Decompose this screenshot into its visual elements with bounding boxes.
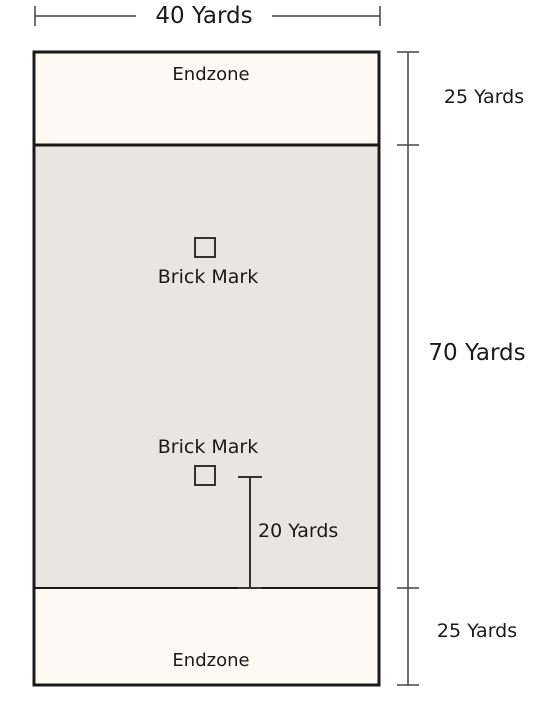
brick-mark-bottom-label: Brick Mark: [157, 436, 259, 458]
brick-mark-bottom-square: [194, 465, 216, 486]
endzone-top-length-label: 25 Yards: [443, 86, 525, 108]
brick-distance-label: 20 Yards: [258, 520, 339, 542]
endzone-bottom-area: [34, 588, 379, 685]
brick-mark-top-label: Brick Mark: [157, 266, 259, 288]
playing-field-area: [34, 145, 379, 588]
brick-mark-top-square: [194, 237, 216, 258]
width-dimension: [34, 6, 381, 26]
field-length-label: 70 Yards: [428, 340, 526, 366]
brick-distance-dimension: [238, 476, 262, 589]
endzone-top-label: Endzone: [172, 64, 250, 85]
endzone-bottom-label: Endzone: [172, 650, 250, 671]
endzone-top-area: [34, 52, 379, 145]
width-label: 40 Yards: [155, 3, 253, 29]
length-dimension: [397, 51, 419, 686]
field-boundary: [32, 50, 381, 687]
endzone-bottom-length-label: 25 Yards: [436, 620, 518, 642]
